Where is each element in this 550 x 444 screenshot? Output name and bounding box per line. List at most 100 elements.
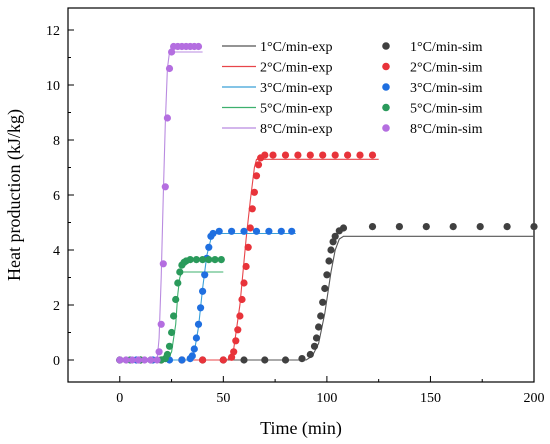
- data-point: [219, 356, 227, 364]
- legend-marker-swatch: [382, 83, 390, 91]
- legend-marker-swatch: [382, 124, 390, 132]
- legend-marker-swatch: [382, 103, 390, 112]
- data-point: [170, 312, 178, 320]
- data-point: [265, 227, 273, 235]
- data-point: [168, 48, 176, 56]
- legend-label: 8°C/min-sim: [410, 122, 483, 137]
- data-point: [503, 223, 511, 231]
- data-point: [261, 151, 269, 159]
- data-point: [228, 227, 236, 235]
- series-line: [119, 235, 534, 361]
- data-point: [269, 151, 277, 159]
- data-point: [344, 151, 352, 159]
- data-point: [244, 243, 252, 251]
- x-tick-label: 50: [216, 391, 230, 406]
- y-tick-label: 4: [53, 244, 60, 259]
- data-point: [327, 246, 335, 254]
- data-point: [178, 356, 186, 364]
- legend-label: 3°C/min-exp: [260, 81, 332, 96]
- legend-label: 8°C/min-exp: [260, 122, 332, 137]
- y-tick-label: 0: [53, 354, 60, 369]
- data-point: [163, 350, 171, 359]
- data-point: [168, 328, 176, 337]
- data-point: [159, 260, 167, 268]
- data-point: [331, 232, 339, 240]
- data-point: [134, 356, 142, 364]
- data-point: [395, 223, 403, 231]
- legend-marker-swatch: [382, 42, 390, 50]
- data-point: [312, 334, 321, 342]
- series-line: [119, 51, 203, 361]
- x-tick-label: 200: [524, 391, 545, 406]
- data-point: [368, 151, 377, 159]
- data-point: [530, 223, 538, 231]
- data-point: [165, 64, 174, 73]
- data-point: [321, 284, 329, 293]
- data-point: [122, 356, 130, 364]
- data-point: [199, 256, 207, 264]
- data-point: [356, 151, 364, 159]
- series-5: [116, 223, 538, 364]
- data-point: [199, 287, 207, 295]
- data-point: [476, 223, 484, 231]
- data-point: [306, 350, 314, 359]
- series-0: [119, 235, 534, 361]
- data-point: [339, 224, 348, 232]
- data-point: [248, 205, 256, 213]
- legend-label: 2°C/min-exp: [260, 61, 332, 76]
- data-point: [228, 353, 236, 361]
- series-2: [119, 232, 296, 361]
- legend-label: 1°C/min-exp: [260, 40, 332, 55]
- legend-label: 5°C/min-exp: [260, 102, 332, 117]
- data-point: [147, 356, 155, 364]
- data-point: [217, 256, 225, 264]
- data-point: [190, 345, 198, 353]
- data-point: [176, 268, 184, 276]
- data-point: [205, 256, 213, 264]
- series-9: [116, 42, 203, 364]
- data-point: [153, 356, 161, 364]
- series-7: [116, 227, 296, 364]
- legend-label: 1°C/min-sim: [410, 40, 483, 55]
- legend: 1°C/min-exp 2°C/min-exp 3°C/min-exp 5°C/min…: [222, 40, 483, 137]
- data-point: [252, 172, 261, 180]
- data-point: [254, 161, 263, 169]
- data-point: [201, 271, 209, 279]
- y-tick-label: 8: [53, 134, 60, 149]
- data-point: [250, 188, 258, 196]
- data-point: [192, 256, 200, 264]
- series-6: [116, 151, 377, 364]
- data-point: [331, 151, 339, 159]
- legend-marker-swatch: [382, 62, 390, 71]
- data-point: [298, 355, 306, 363]
- series-layer: [116, 42, 538, 364]
- y-axis-title: Heat production (kJ/kg): [4, 109, 25, 281]
- series-1: [119, 158, 379, 361]
- x-axis-title: Time (min): [260, 418, 342, 439]
- data-point: [161, 183, 169, 191]
- series-line: [119, 158, 379, 361]
- data-point: [252, 227, 261, 235]
- data-point: [232, 337, 240, 345]
- y-tick-label: 12: [46, 24, 60, 39]
- data-point: [199, 356, 207, 364]
- data-point: [209, 229, 217, 238]
- data-point: [205, 243, 213, 251]
- data-point: [368, 223, 377, 231]
- data-point: [246, 224, 254, 232]
- series-4: [119, 51, 203, 361]
- data-point: [165, 342, 174, 350]
- data-point: [157, 320, 165, 328]
- y-tick-label: 2: [53, 299, 60, 314]
- data-point: [163, 114, 171, 122]
- data-point: [329, 238, 337, 246]
- data-point: [315, 323, 323, 331]
- x-tick-label: 150: [420, 391, 441, 406]
- data-point: [240, 356, 248, 364]
- data-point: [240, 279, 248, 287]
- legend-label: 3°C/min-sim: [410, 81, 483, 96]
- data-point: [310, 342, 319, 350]
- data-point: [261, 356, 269, 364]
- data-point: [215, 227, 223, 235]
- data-point: [317, 312, 325, 320]
